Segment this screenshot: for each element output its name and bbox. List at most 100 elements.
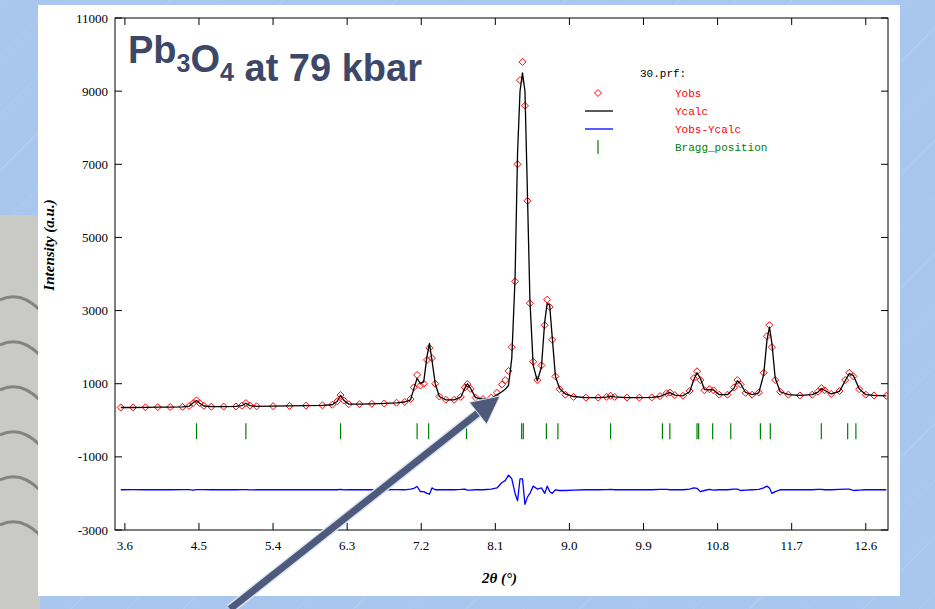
y-tick (881, 383, 888, 384)
obs-point (414, 371, 421, 378)
y-tick-label: 9000 (82, 84, 108, 99)
legend-label: Ycalc (675, 106, 708, 118)
legend-swatch (597, 140, 598, 154)
x-tick (124, 18, 125, 25)
y-tick (115, 18, 122, 19)
plot-frame (115, 18, 888, 530)
x-tick-label: 7.2 (413, 538, 429, 553)
bragg-tick (662, 423, 663, 439)
page: {"chart_data": {"type": "scatter", "titl… (0, 0, 935, 609)
title-part: 3 (177, 49, 191, 77)
x-tick (421, 523, 422, 530)
title-part: Pb (128, 29, 177, 71)
x-tick (569, 18, 570, 25)
x-tick-label: 12.6 (854, 538, 877, 553)
chart: 3.6 4.5 5.4 6.3 7.2 8.1 9.0 9.9 10.8 11.7 12.6 -300… (0, 0, 935, 609)
bragg-tick (760, 423, 761, 439)
x-tick (124, 523, 125, 530)
x-tick (198, 18, 199, 25)
photo-streak (0, 477, 40, 490)
y-tick (115, 383, 122, 384)
x-tick-label: 4.5 (191, 538, 207, 553)
title-part: kbar (331, 47, 422, 89)
x-tick-label: 6.3 (339, 538, 355, 553)
y-tick (115, 456, 122, 457)
bragg-tick (698, 423, 699, 439)
y-tick-label: -3000 (78, 523, 108, 538)
y-tick-label: 11000 (76, 11, 108, 26)
y-tick (881, 237, 888, 238)
y-tick-label: 7000 (82, 157, 108, 172)
obs-point (519, 58, 526, 65)
x-tick (791, 523, 792, 530)
x-tick (643, 523, 644, 530)
bragg-tick (669, 423, 670, 439)
bragg-tick (770, 423, 771, 439)
legend-label: Bragg_position (675, 142, 767, 154)
y-tick (115, 530, 122, 531)
x-tick-label: 11.7 (781, 538, 804, 553)
arrow-head (469, 396, 500, 424)
obs-point (502, 377, 509, 384)
x-tick (643, 18, 644, 25)
y-tick (881, 91, 888, 92)
y-tick (881, 310, 888, 311)
legend-swatch (585, 110, 613, 111)
y-tick (115, 91, 122, 92)
bragg-tick (196, 423, 197, 439)
x-tick (717, 523, 718, 530)
x-tick-label: 3.6 (117, 538, 134, 553)
y-tick-label: -1000 (78, 449, 108, 464)
bragg-tick (417, 423, 418, 439)
bragg-tick (557, 423, 558, 439)
series-line (121, 73, 887, 408)
obs-point (498, 381, 505, 388)
bragg-tick (821, 423, 822, 439)
title-part: at (234, 47, 289, 89)
arrow-outline (230, 413, 478, 609)
y-axis-title: Intensity (a.u.) (41, 199, 58, 291)
legend-swatch (585, 128, 613, 129)
bragg-tick (610, 423, 611, 439)
x-tick (273, 18, 274, 25)
title-part: O (190, 38, 220, 80)
x-tick (421, 18, 422, 25)
x-tick (717, 18, 718, 25)
bragg-tick (712, 423, 713, 439)
plot-area (117, 58, 888, 504)
photo-streak (0, 297, 40, 310)
legend-swatch (595, 90, 602, 97)
x-tick (865, 523, 866, 530)
x-tick (865, 18, 866, 25)
arrow-shaft (230, 413, 478, 609)
bragg-tick (340, 423, 341, 439)
x-tick (198, 523, 199, 530)
x-tick (347, 523, 348, 530)
legend-label: Yobs-Ycalc (675, 124, 741, 136)
photo-streak (0, 522, 40, 535)
y-tick (115, 310, 122, 311)
obs-point (544, 296, 551, 303)
bragg-tick (521, 423, 522, 439)
x-tick-label: 9.9 (635, 538, 651, 553)
x-tick (273, 523, 274, 530)
y-tick-label: 1000 (82, 376, 108, 391)
x-tick-label: 10.8 (706, 538, 729, 553)
x-tick (791, 18, 792, 25)
photo-streak (0, 387, 40, 400)
title-part: 79 (289, 47, 331, 89)
bragg-tick (696, 423, 697, 439)
x-tick-label: 8.1 (487, 538, 503, 553)
legend-title: 30.prf: (640, 68, 686, 80)
x-tick-label: 5.4 (265, 538, 282, 553)
bragg-tick (730, 423, 731, 439)
bragg-tick (546, 423, 547, 439)
series-line (121, 475, 887, 504)
bragg-tick (855, 423, 856, 439)
bragg-tick (523, 423, 524, 439)
x-tick-label: 9.0 (561, 538, 577, 553)
y-tick-label: 3000 (82, 303, 108, 318)
photo-streak (0, 432, 40, 445)
title-part: 4 (220, 58, 234, 86)
y-tick (115, 237, 122, 238)
